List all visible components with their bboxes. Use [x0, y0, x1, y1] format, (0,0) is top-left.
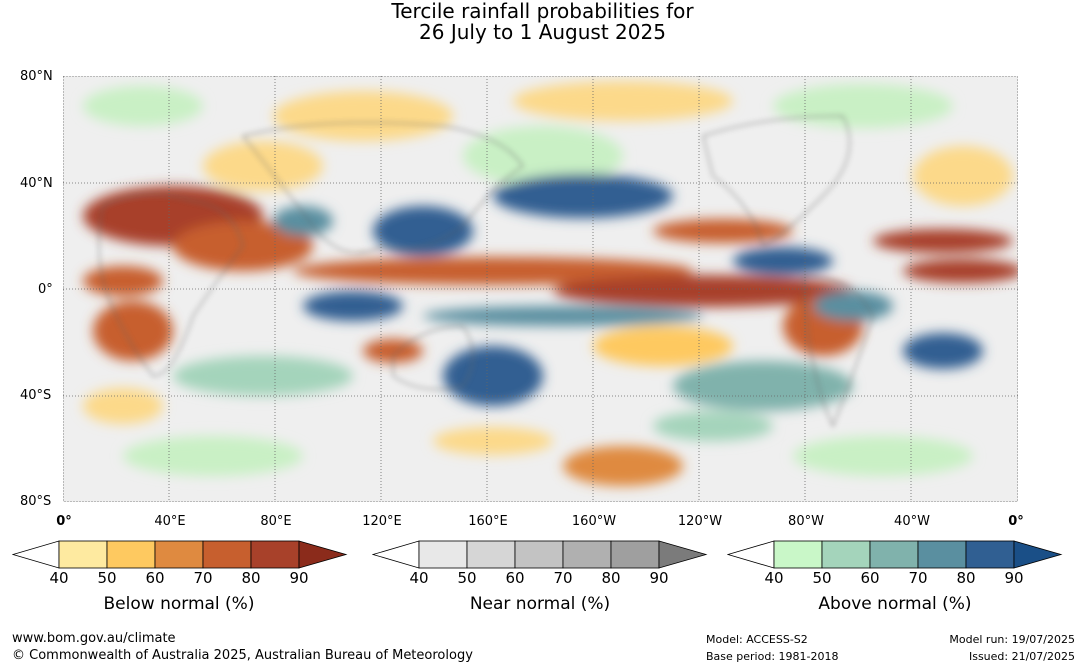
colorbar-title-above: Above normal (%): [818, 594, 972, 614]
colorbar-tick-label: 80: [956, 569, 976, 587]
colorbar-tick-label: 60: [145, 569, 165, 587]
colorbar-tick-label: 80: [601, 569, 621, 587]
colorbar-swatch: [298, 540, 348, 569]
colorbar-tick-label: 70: [908, 569, 928, 587]
colorbar-swatch: [250, 540, 300, 569]
colorbar-swatch: [658, 540, 708, 569]
colorbar-title-near: Near normal (%): [469, 594, 611, 614]
footer-copyright: © Commonwealth of Australia 2025, Austra…: [12, 648, 473, 663]
footer-base-period: Base period: 1981-2018: [706, 650, 839, 663]
lat-label: 40°S: [20, 388, 52, 403]
lat-label: 80°N: [20, 69, 53, 84]
lon-label: 80°E: [260, 514, 292, 529]
colorbar-swatch: [965, 540, 1015, 569]
colorbar-tick-label: 40: [409, 569, 429, 587]
colorbar-swatch: [514, 540, 564, 569]
colorbar-tick-label: 60: [860, 569, 880, 587]
lon-label: 40°W: [894, 514, 930, 529]
colorbar-swatch: [821, 540, 871, 569]
lon-label: 120°E: [362, 514, 402, 529]
colorbar-tick-label: 50: [457, 569, 477, 587]
colorbar-tick-label: 60: [505, 569, 525, 587]
colorbar-swatch: [773, 540, 823, 569]
footer-model: Model: ACCESS-S2: [706, 633, 808, 646]
footer-url[interactable]: www.bom.gov.au/climate: [12, 631, 176, 646]
colorbar-swatch: [917, 540, 967, 569]
colorbar-tick-label: 40: [764, 569, 784, 587]
lat-label: 40°N: [20, 176, 53, 191]
colorbar-tick-label: 90: [649, 569, 669, 587]
map-field: [63, 76, 1018, 502]
lat-label: 80°S: [20, 494, 52, 509]
colorbar-swatch: [466, 540, 516, 569]
colorbar-swatch: [372, 540, 420, 569]
probability-map: [63, 76, 1018, 502]
lon-label: 160°E: [468, 514, 508, 529]
colorbar-tick-label: 50: [97, 569, 117, 587]
map-title-line2: 26 July to 1 August 2025: [419, 20, 666, 44]
lon-label: 40°E: [154, 514, 186, 529]
lon-label: 160°W: [571, 514, 617, 529]
colorbar-tick-label: 50: [812, 569, 832, 587]
lon-label: 0°: [56, 514, 72, 529]
colorbar-swatch: [1013, 540, 1063, 569]
lon-label: 120°W: [677, 514, 723, 529]
colorbar-swatch: [154, 540, 204, 569]
colorbar-tick-label: 70: [553, 569, 573, 587]
lat-label: 0°: [38, 282, 53, 297]
colorbar-swatches: [372, 540, 708, 569]
colorbar-swatch: [58, 540, 108, 569]
colorbar-tick-label: 90: [1004, 569, 1024, 587]
colorbar-tick-label: 70: [193, 569, 213, 587]
colorbar-swatches: [727, 540, 1063, 569]
colorbar-title-below: Below normal (%): [103, 594, 255, 614]
colorbar-swatch: [418, 540, 468, 569]
colorbar-swatch: [727, 540, 775, 569]
colorbar-swatch: [562, 540, 612, 569]
footer-issued: Issued: 21/07/2025: [968, 650, 1075, 663]
colorbar-swatch: [610, 540, 660, 569]
colorbar-tick-label: 40: [49, 569, 69, 587]
colorbar-swatches: [12, 540, 348, 569]
graticule: [63, 76, 1018, 502]
colorbar-tick-label: 80: [241, 569, 261, 587]
colorbar-swatch: [106, 540, 156, 569]
lon-label: 80°W: [788, 514, 824, 529]
colorbar-tick-label: 90: [289, 569, 309, 587]
colorbar-swatch: [869, 540, 919, 569]
colorbar-swatch: [202, 540, 252, 569]
footer-model-run: Model run: 19/07/2025: [949, 633, 1075, 646]
colorbar-swatch: [12, 540, 60, 569]
lon-label: 0°: [1008, 514, 1024, 529]
map-title-line1: Tercile rainfall probabilities for: [391, 0, 694, 23]
